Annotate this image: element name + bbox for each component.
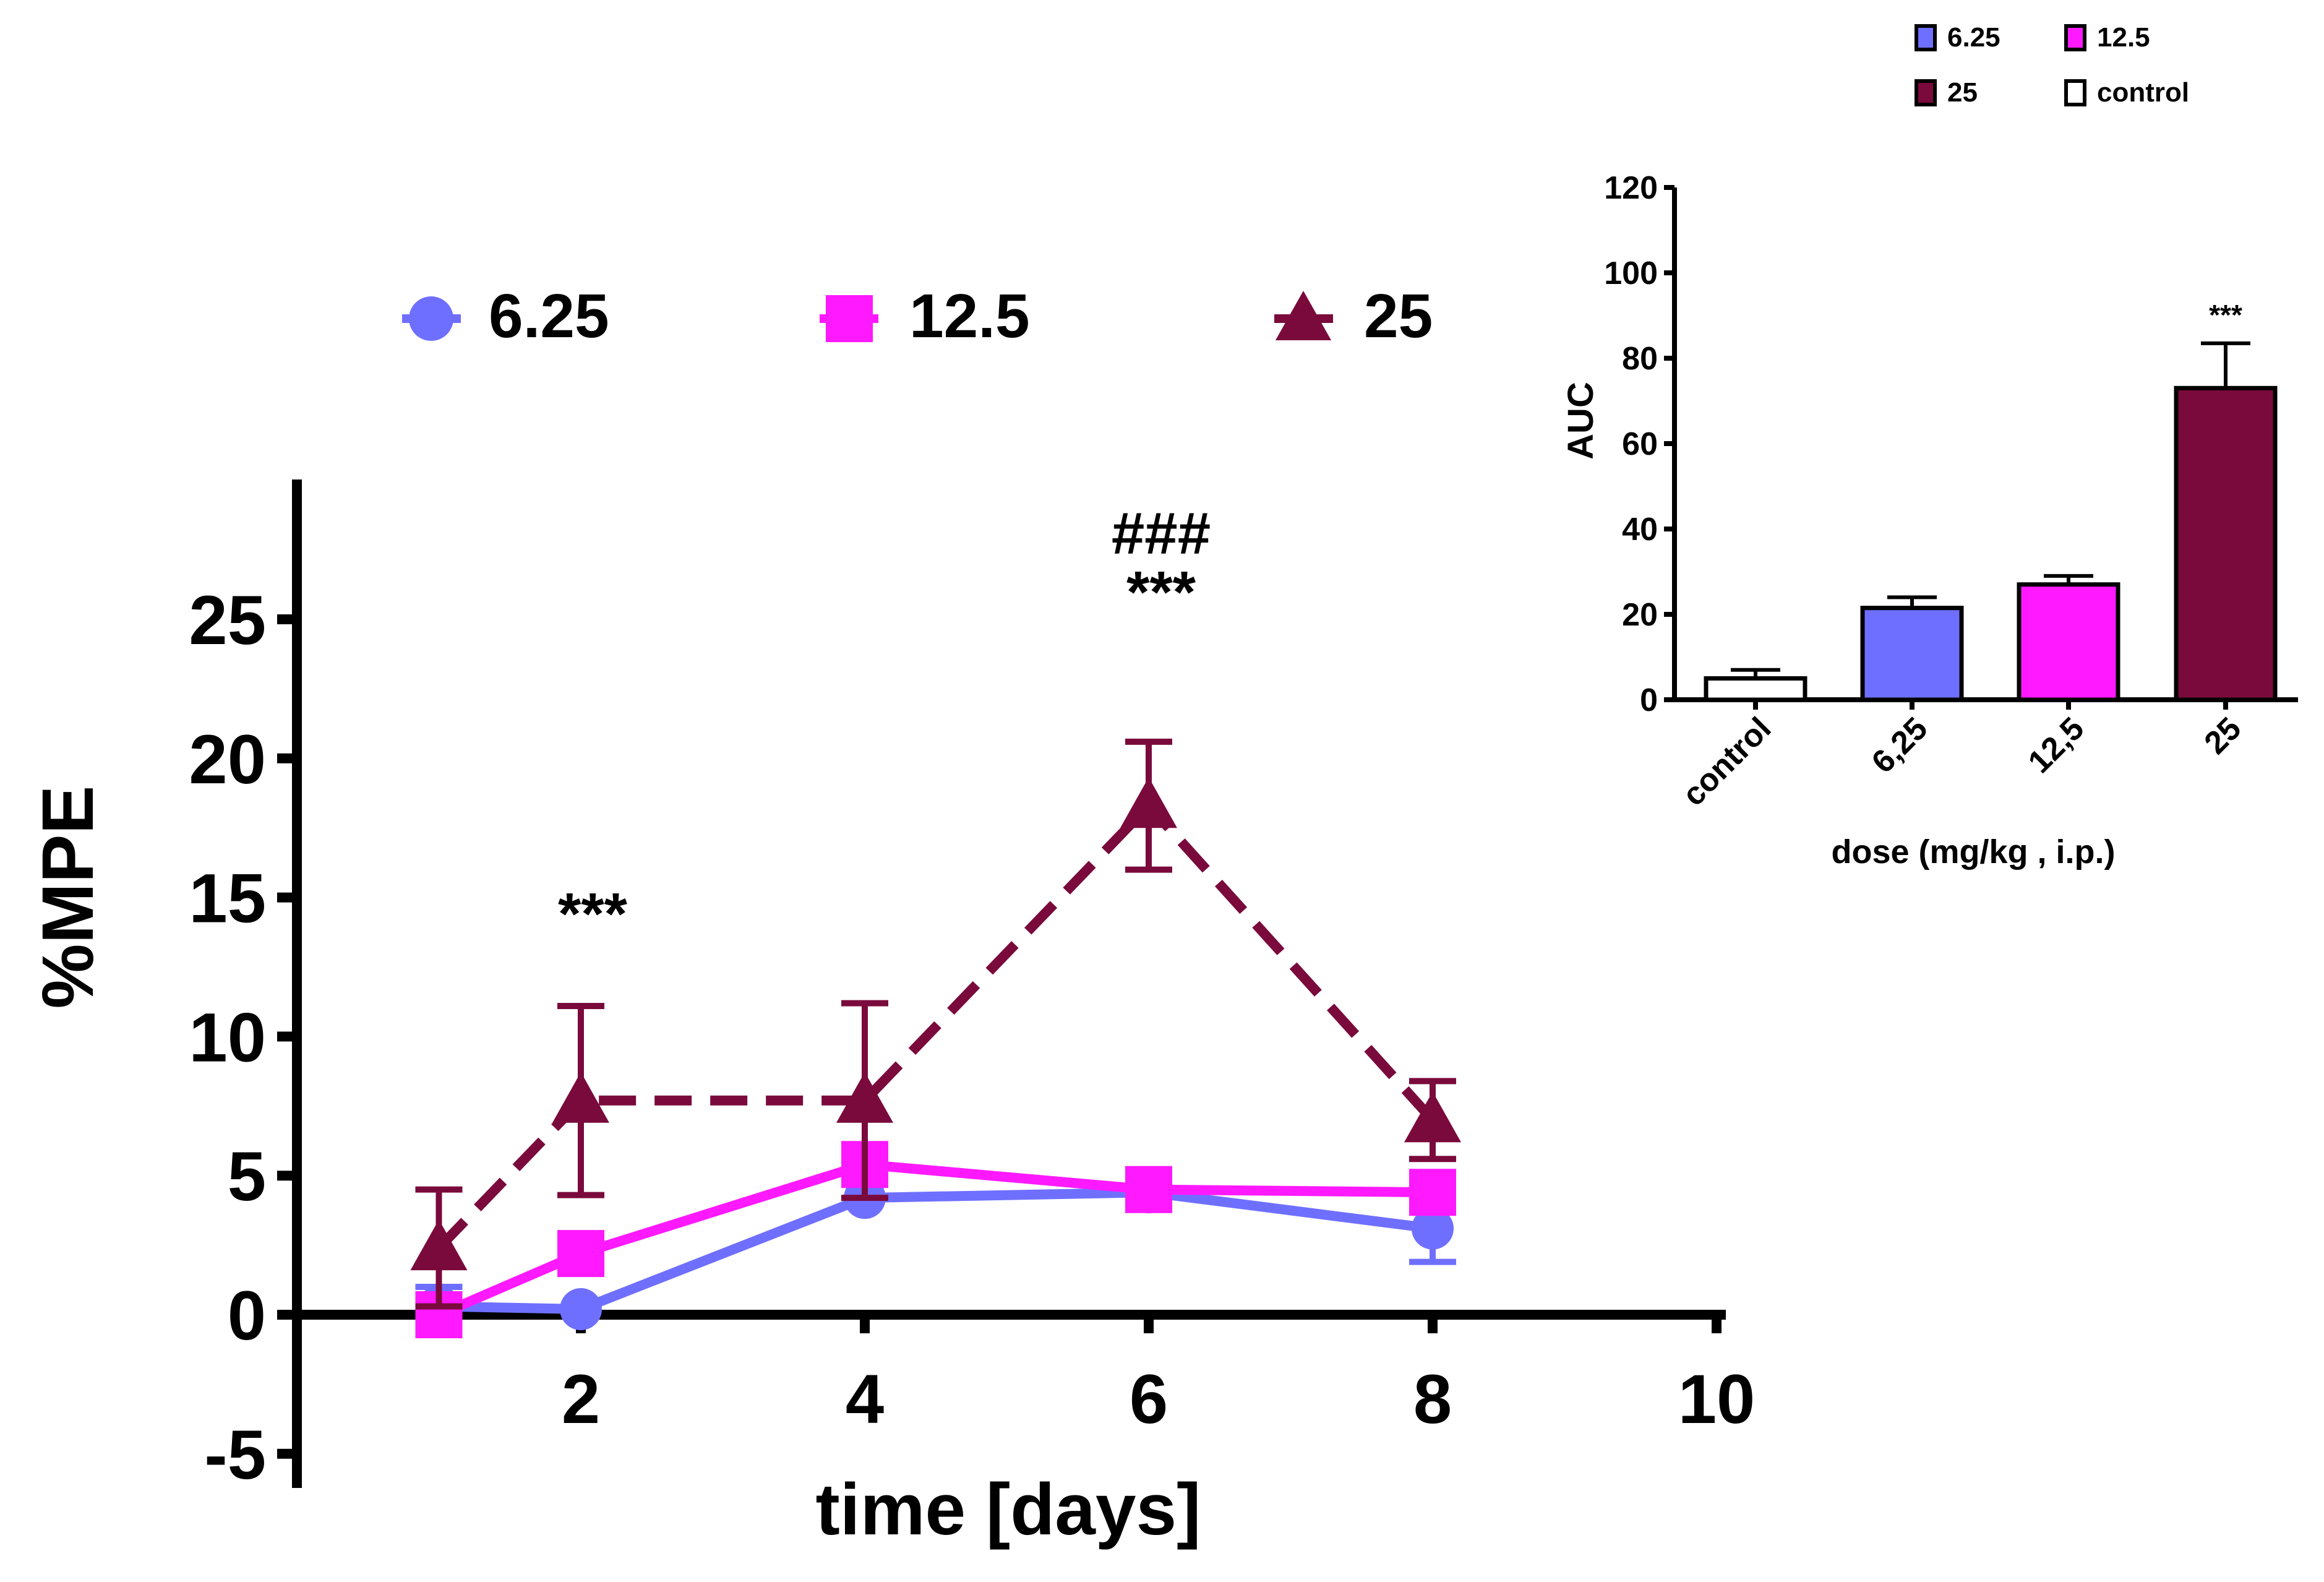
data-point [552,1072,609,1123]
inset-legend-label-6-25: 6.25 [1947,22,2000,53]
inset-x-tick-label: 12,5 [2022,710,2091,780]
inset-legend-swatch-6-25 [1915,24,1937,51]
inset-bar [1860,606,1964,702]
data-point [1412,1207,1454,1250]
inset-legend-label-25: 25 [1947,77,1978,108]
legend-marker-25 [1276,291,1331,340]
inset-legend-swatch-25 [1915,79,1937,106]
inset-x-tick-label: control [1676,710,1778,813]
inset-legend-label-control: control [2097,77,2189,108]
series-layer [410,738,1461,1338]
y-axis-title: %MPE [27,786,109,1009]
legend-label-6-25: 6.25 [489,282,609,351]
x-axis-ticks: 2 4 6 8 10 [562,1315,1755,1438]
inset-bar [2017,582,2120,702]
inset-y-tick-label: 120 [1604,170,1658,206]
data-point [557,1230,604,1278]
legend-item-12-5: 12.5 [820,282,1030,351]
data-point [1409,1169,1456,1216]
y-tick-label: 5 [228,1138,266,1215]
inset-y-axis-title: AUC [1561,382,1601,460]
inset-y-tick-label: 60 [1622,426,1658,462]
data-point [1120,777,1177,828]
x-tick-label: 4 [846,1361,884,1438]
inset-bar-group-12-5: 12,5 [2017,574,2120,780]
main-chart-legend: 6.25 12.5 25 [402,282,1433,351]
x-tick-label: 6 [1130,1361,1168,1438]
y-tick-label: 20 [189,721,266,798]
data-point [410,1219,468,1271]
inset-legend-swatch-12-5 [2064,24,2086,51]
inset-y-axis-ticks: 0 20 40 60 80 100 120 [1604,170,1674,718]
annotation-day6-hashes: ### [1112,501,1211,567]
inset-legend-swatch-control [2064,79,2086,106]
legend-label-25: 25 [1364,282,1433,351]
annotation-day6-stars: *** [1126,559,1196,625]
legend-label-12-5: 12.5 [909,282,1030,351]
inset-chart-legend: 6.25 12.5 25 control [1915,22,2189,108]
legend-item-6-25: 6.25 [402,282,609,351]
annotation-day2-stars: *** [558,881,628,947]
series-line [435,801,1436,1252]
inset-bars-layer: control 6,25 12,5 25 *** [1676,299,2278,813]
inset-bar-group-25: 25 [2174,341,2278,761]
inset-bar-chart: 6.25 12.5 25 control 0 20 40 60 80 100 120 con… [1561,22,2298,871]
inset-legend-label-12-5: 12.5 [2097,22,2150,53]
legend-marker-12-5 [826,295,873,342]
x-tick-label: 10 [1678,1361,1756,1438]
x-tick-label: 2 [562,1361,600,1438]
inset-bar [2174,385,2278,702]
inset-bar [1704,676,1807,702]
inset-x-tick-label: 6,25 [1865,710,1935,780]
x-axis-title: time [days] [816,1469,1201,1550]
data-point [836,1072,893,1123]
y-tick-label: 25 [189,582,266,659]
y-axis-ticks: -5 0 5 10 15 20 25 [189,582,297,1494]
inset-x-tick-label: 25 [2198,710,2249,761]
inset-y-tick-label: 0 [1640,682,1658,718]
inset-y-tick-label: 20 [1622,597,1658,633]
legend-marker-6-25 [409,296,453,341]
inset-annotation-stars: *** [2209,299,2242,331]
inset-x-axis-title: dose (mg/kg , i.p.) [1831,833,2115,871]
y-tick-label: 15 [189,860,266,937]
inset-bar-group-control: control [1676,668,1807,813]
x-tick-label: 8 [1413,1361,1452,1438]
y-tick-label: 0 [228,1277,266,1354]
series-25 [410,738,1461,1310]
y-tick-label: 10 [189,999,266,1076]
data-point [560,1288,602,1331]
data-point [1404,1091,1461,1143]
main-line-chart: 6.25 12.5 25 -5 0 5 10 15 20 25 2 4 6 8 10 time [d… [27,282,1755,1550]
y-tick-label: -5 [204,1416,266,1494]
legend-item-25: 25 [1274,282,1433,351]
data-point [1125,1166,1172,1213]
inset-y-tick-label: 80 [1622,341,1658,377]
inset-bar-group-6-25: 6,25 [1860,595,1964,780]
inset-y-tick-label: 100 [1604,256,1658,291]
inset-y-tick-label: 40 [1622,512,1658,548]
